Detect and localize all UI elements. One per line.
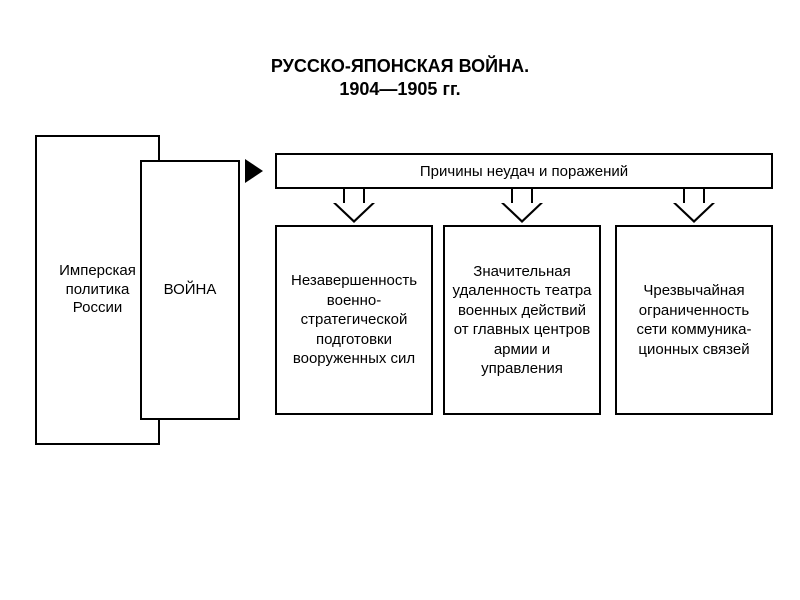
down-arrow-icon	[333, 189, 375, 223]
box-war: ВОЙНА	[140, 160, 240, 420]
causes-header-label: Причины неудач и поражений	[420, 163, 628, 180]
cause-box: Незавершенность военно-стратегической по…	[275, 225, 433, 415]
box-war-label: ВОЙНА	[164, 281, 217, 300]
diagram-canvas: Имперская политика России ВОЙНА Причины …	[35, 135, 775, 510]
diagram-title: РУССКО-ЯПОНСКАЯ ВОЙНА. 1904—1905 гг.	[0, 0, 800, 100]
title-line-1: РУССКО-ЯПОНСКАЯ ВОЙНА.	[0, 55, 800, 78]
title-line-2: 1904—1905 гг.	[0, 78, 800, 101]
arrow-right-icon	[245, 159, 263, 183]
cause-label: Значительная удаленность театра военных …	[451, 262, 593, 379]
cause-box: Чрезвычайная ограниченность сети коммуни…	[615, 225, 773, 415]
cause-box: Значительная удаленность театра военных …	[443, 225, 601, 415]
down-arrow-icon	[673, 189, 715, 223]
cause-label: Чрезвычайная ограниченность сети коммуни…	[623, 281, 765, 359]
box-imperial-label: Имперская политика России	[43, 262, 152, 318]
down-arrow-icon	[501, 189, 543, 223]
cause-label: Незавершенность военно-стратегической по…	[283, 271, 425, 369]
causes-header-box: Причины неудач и поражений	[275, 153, 773, 189]
